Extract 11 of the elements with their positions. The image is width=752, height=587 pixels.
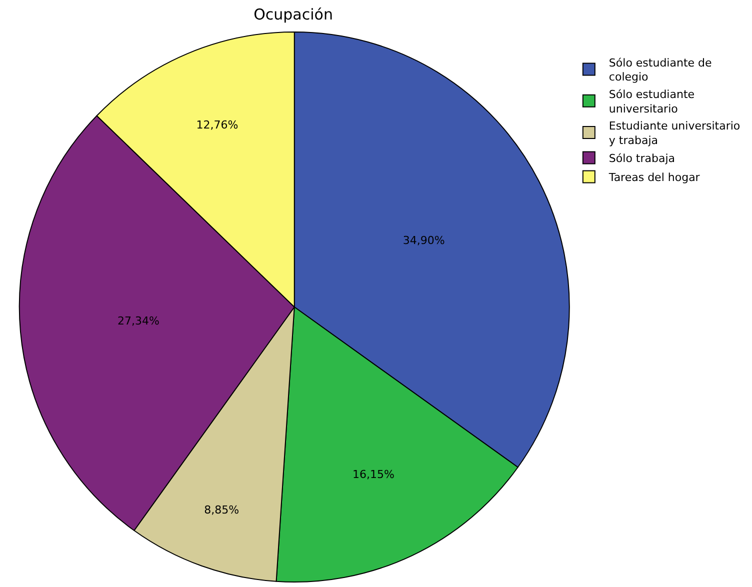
legend-label: Sólo trabaja — [608, 152, 676, 166]
data-label: 34,90% — [402, 234, 445, 248]
data-label: 12,76% — [196, 118, 238, 132]
legend-label: Estudiante universitario y trabaja — [608, 120, 740, 147]
chart-title: Ocupación — [254, 5, 333, 24]
legend-label: Tareas del hogar — [608, 171, 700, 184]
data-label: 16,15% — [352, 468, 394, 481]
legend-label: Sólo estudiante de colegio — [608, 56, 716, 84]
data-label: 8,85% — [204, 504, 240, 517]
data-label: 27,34% — [118, 314, 160, 328]
legend-label: Sólo estudiante universitario — [608, 88, 695, 116]
